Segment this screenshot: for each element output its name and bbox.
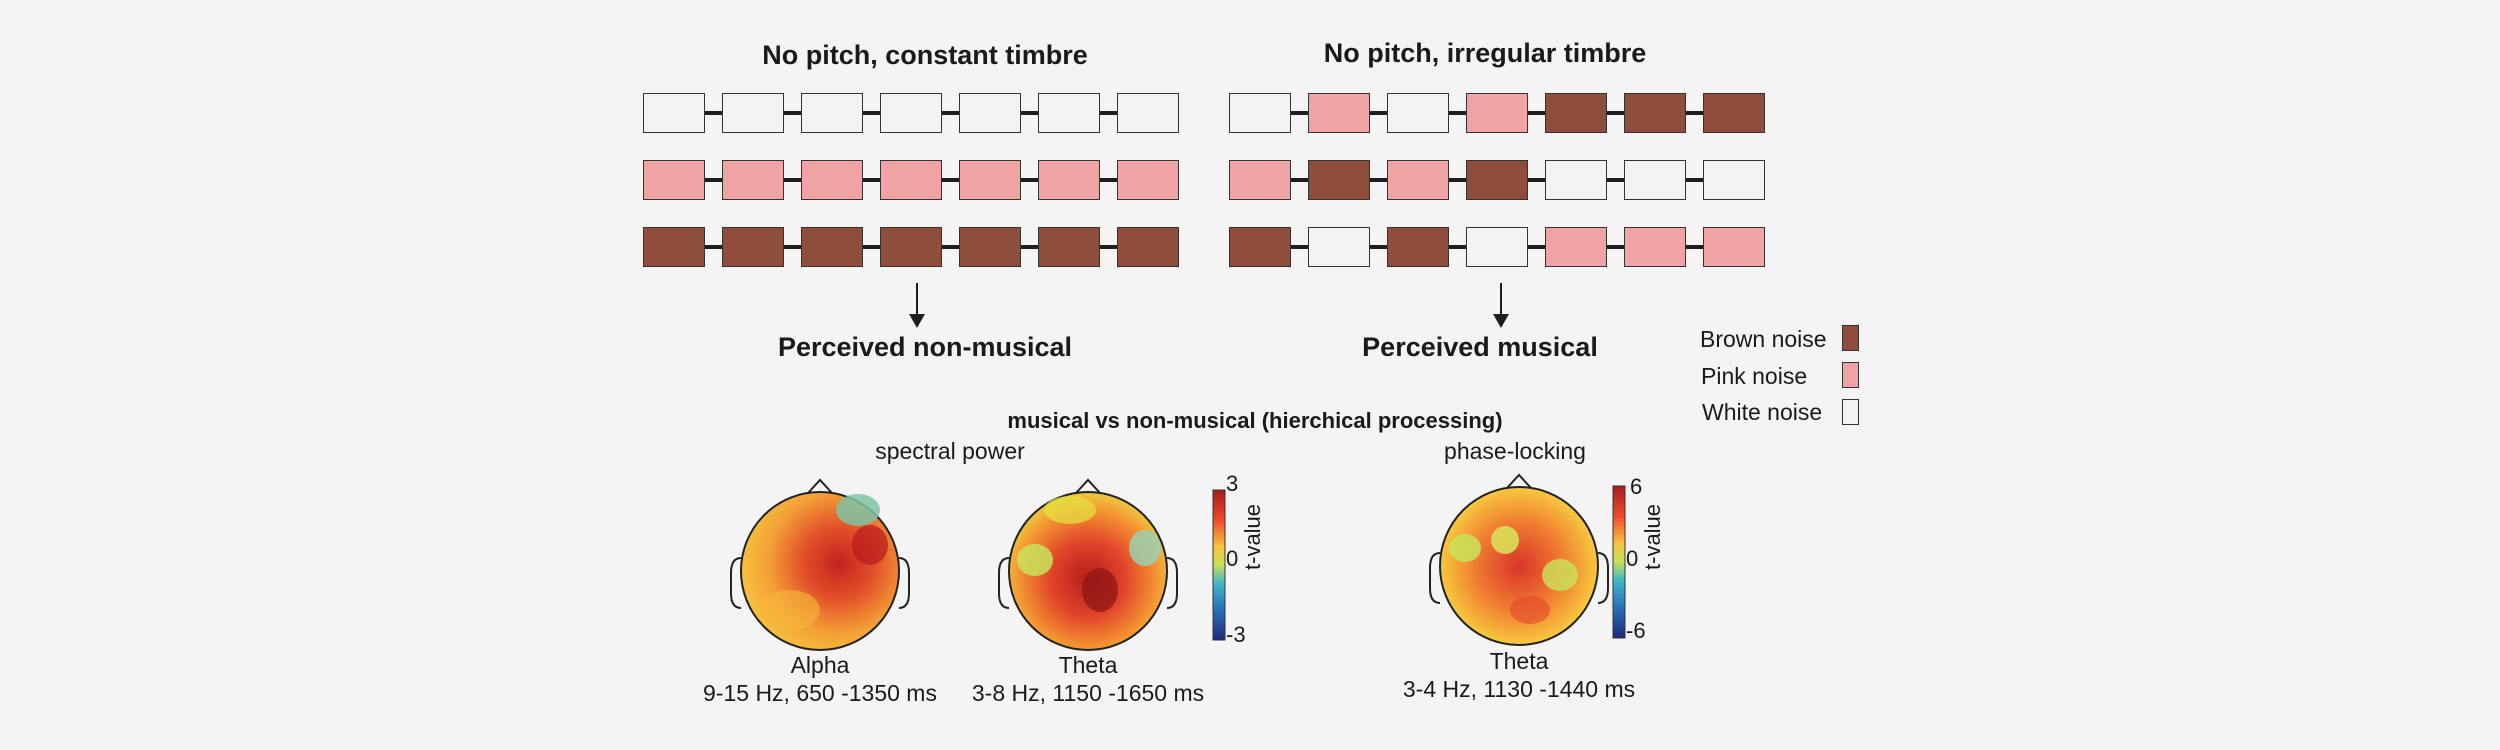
left-panel-title: No pitch, constant timbre: [762, 40, 1088, 70]
cbar-spectral-label: t-value: [1240, 503, 1265, 570]
noise-box-white: [1545, 160, 1607, 200]
phase-locking-label: phase-locking: [1444, 438, 1586, 464]
cbar-phase-mid: 0: [1626, 546, 1639, 571]
noise-box-brown: [1038, 227, 1100, 267]
noise-box-white: [1703, 160, 1765, 200]
colorbar-phase: [1612, 485, 1626, 639]
noise-box-white: [1229, 93, 1291, 133]
topo-map-alpha: [730, 478, 910, 651]
noise-box-pink: [959, 160, 1021, 200]
noise-box-brown: [1545, 93, 1607, 133]
noise-box-brown: [1308, 160, 1370, 200]
noise-box-white: [1038, 93, 1100, 133]
noise-box-brown: [959, 227, 1021, 267]
noise-box-pink: [1624, 227, 1686, 267]
noise-box-brown: [801, 227, 863, 267]
noise-box-white: [959, 93, 1021, 133]
arrow-left: [916, 283, 918, 315]
topo-map-theta-phase: [1429, 473, 1609, 646]
noise-box-brown: [1624, 93, 1686, 133]
map1-band: Alpha: [790, 652, 850, 678]
legend-brown-label: Brown noise: [1700, 326, 1827, 352]
noise-box-pink: [1703, 227, 1765, 267]
noise-box-white: [1387, 93, 1449, 133]
noise-box-pink: [1545, 227, 1607, 267]
legend-white-label: White noise: [1702, 399, 1823, 425]
noise-box-white: [1624, 160, 1686, 200]
noise-box-white: [1117, 93, 1179, 133]
noise-box-brown: [643, 227, 705, 267]
legend-pink-swatch: [1842, 362, 1859, 388]
topo-map-theta-spectral: [998, 478, 1178, 651]
noise-box-brown: [1466, 160, 1528, 200]
cbar-phase-max: 6: [1630, 474, 1643, 499]
map2-detail: 3-8 Hz, 1150 -1650 ms: [971, 680, 1205, 706]
cbar-phase-min: -6: [1626, 618, 1646, 643]
noise-box-white: [1466, 227, 1528, 267]
arrow-right: [1500, 283, 1502, 315]
legend-white-swatch: [1842, 399, 1859, 425]
cbar-phase-label: t-value: [1640, 503, 1665, 570]
topo-title: musical vs non-musical (hierchical proce…: [1007, 408, 1503, 433]
noise-box-pink: [1117, 160, 1179, 200]
spectral-power-label: spectral power: [875, 438, 1025, 464]
noise-box-pink: [801, 160, 863, 200]
legend-pink-label: Pink noise: [1701, 363, 1808, 389]
noise-box-pink: [1038, 160, 1100, 200]
arrow-left-head: [909, 314, 925, 328]
cbar-spectral-max: 3: [1226, 471, 1239, 496]
noise-box-white: [643, 93, 705, 133]
noise-box-white: [801, 93, 863, 133]
right-panel-title: No pitch, irregular timbre: [1323, 38, 1647, 68]
noise-box-white: [722, 93, 784, 133]
noise-box-brown: [880, 227, 942, 267]
map2-band: Theta: [1058, 652, 1118, 678]
map1-detail: 9-15 Hz, 650 -1350 ms: [703, 680, 937, 706]
arrow-right-head: [1493, 314, 1509, 328]
noise-box-pink: [1387, 160, 1449, 200]
noise-box-brown: [1703, 93, 1765, 133]
legend-brown-swatch: [1842, 325, 1859, 351]
map3-band: Theta: [1489, 648, 1549, 674]
noise-box-brown: [722, 227, 784, 267]
map3-detail: 3-4 Hz, 1130 -1440 ms: [1402, 676, 1636, 702]
colorbar-spectral: [1212, 489, 1226, 641]
noise-box-white: [880, 93, 942, 133]
noise-box-brown: [1387, 227, 1449, 267]
left-result-label: Perceived non-musical: [777, 332, 1073, 362]
noise-box-pink: [643, 160, 705, 200]
noise-box-pink: [1466, 93, 1528, 133]
noise-box-brown: [1117, 227, 1179, 267]
noise-box-pink: [1308, 93, 1370, 133]
noise-box-white: [1308, 227, 1370, 267]
noise-box-brown: [1229, 227, 1291, 267]
cbar-spectral-mid: 0: [1226, 546, 1239, 571]
noise-box-pink: [1229, 160, 1291, 200]
noise-box-pink: [722, 160, 784, 200]
noise-box-pink: [880, 160, 942, 200]
cbar-spectral-min: -3: [1226, 622, 1246, 647]
right-result-label: Perceived musical: [1362, 332, 1598, 362]
